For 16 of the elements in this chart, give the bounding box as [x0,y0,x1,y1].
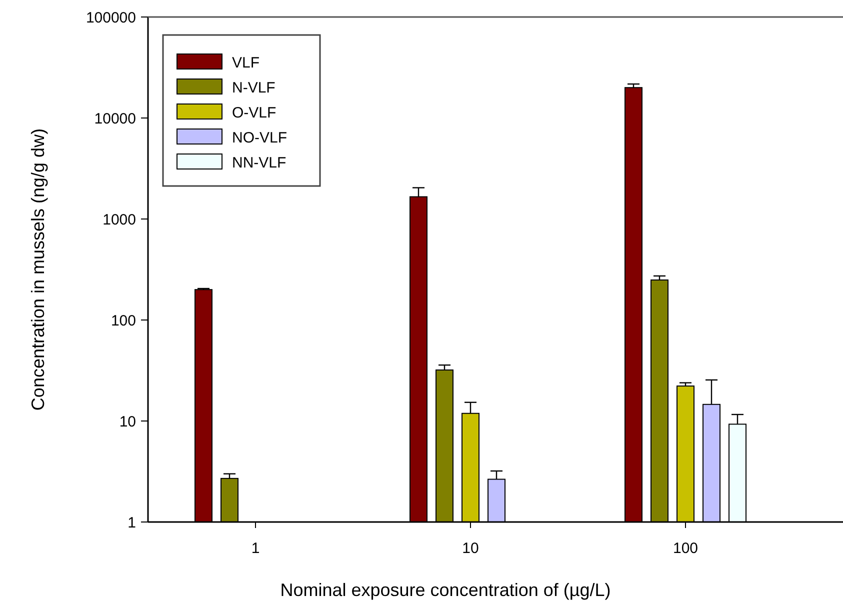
y-axis-title: Concentration in mussels (ng/g dw) [28,128,48,411]
x-axis-title: Nominal exposure concentration of (µg/L) [280,580,611,600]
legend-label: NN-VLF [232,154,286,172]
y-tick-label: 100 [110,312,136,330]
x-tick-label: 1 [251,540,260,557]
y-tick-label: 1 [128,514,136,532]
x-tick-label: 10 [462,540,479,557]
y-tick-label: 10 [119,413,136,430]
y-tick-label: 10000 [94,110,136,128]
legend-label: VLF [232,54,260,72]
y-tick-label: 1000 [102,211,136,228]
legend-label: O-VLF [232,104,276,122]
y-tick-label: 100000 [86,9,136,26]
x-tick-label: 100 [672,540,698,557]
legend-label: NO-VLF [232,129,288,146]
legend-label: N-VLF [232,79,276,96]
